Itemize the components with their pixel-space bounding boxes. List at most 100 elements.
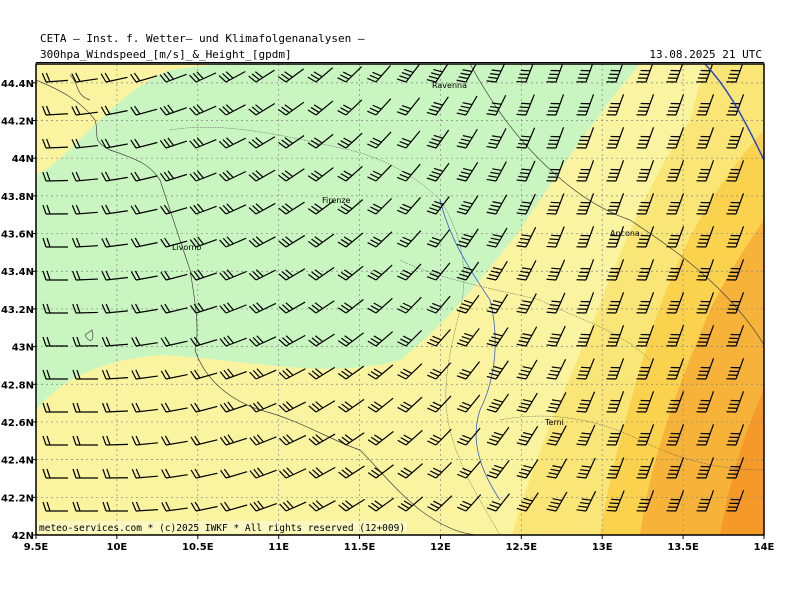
wind-barb [42, 435, 68, 446]
wind-barb [367, 98, 392, 116]
wind-barb [278, 168, 305, 182]
wind-barb [606, 127, 625, 149]
wind-barb [71, 204, 98, 215]
wind-barb [101, 204, 128, 215]
wind-barb [576, 226, 595, 248]
wind-barb [606, 358, 625, 380]
wind-barb [278, 234, 306, 248]
wind-barb [218, 137, 246, 149]
lat-tick-label: 43.2N [1, 305, 34, 316]
wind-barb [72, 270, 99, 281]
wind-barb [606, 424, 625, 446]
wind-barb [636, 193, 655, 215]
map-frame [35, 63, 765, 536]
wind-barb [546, 425, 567, 446]
wind-barb [131, 369, 158, 380]
wind-barb [516, 260, 537, 281]
wind-barb [486, 426, 510, 446]
wind-barb [456, 261, 480, 281]
wind-barb [636, 490, 655, 512]
wind-barb [159, 170, 188, 182]
wind-barb [486, 260, 508, 281]
wind-barb [220, 468, 248, 479]
wind-barb [426, 262, 451, 281]
product-title: 300hpa_Windspeed_[m/s]_&_Height_[gpdm] [40, 48, 292, 61]
wind-barb [666, 259, 685, 281]
wind-barb [576, 424, 596, 446]
wind-barb [308, 300, 335, 314]
wind-barb [397, 496, 424, 512]
wind-barb [636, 259, 655, 281]
wind-barb [726, 127, 745, 149]
wind-barb [248, 102, 276, 116]
wind-barb [726, 490, 745, 512]
wind-barb [576, 325, 595, 347]
wind-barb [131, 402, 158, 413]
wind-barb [636, 64, 654, 83]
wind-barb [726, 358, 745, 380]
wind-barb [726, 424, 745, 446]
city-ravenna: Ravenna [432, 81, 467, 90]
wind-barb [367, 464, 394, 479]
wind-barb [42, 369, 68, 380]
city-ancona: Ancona [610, 229, 640, 238]
lat-tick-label: 42.4N [1, 456, 34, 467]
wind-barb [666, 490, 685, 512]
wind-barb [696, 424, 715, 446]
wind-barb [161, 501, 188, 512]
wind-barb [278, 134, 305, 149]
wind-barb [102, 435, 129, 446]
wind-barb [397, 296, 422, 314]
wind-barb [218, 104, 246, 116]
wind-barb [337, 332, 364, 347]
wind-barb [486, 64, 506, 83]
wind-barb [427, 362, 452, 380]
wind-barb [427, 395, 452, 413]
coastline [36, 64, 764, 535]
wind-barb [102, 468, 129, 479]
wind-barb [636, 325, 655, 347]
wind-barb [456, 294, 480, 314]
lat-tick-label: 44.4N [1, 79, 34, 90]
wind-barb [456, 195, 479, 215]
wind-barb [666, 457, 685, 479]
wind-barb [71, 171, 98, 182]
wind-barb [456, 162, 479, 182]
wind-barb [308, 333, 335, 347]
lon-tick-label: 14E [754, 542, 775, 553]
lat-tick-label: 43N [12, 343, 34, 354]
wind-barb [726, 259, 745, 281]
wind-barb [72, 303, 99, 314]
wind-barb [367, 364, 394, 380]
wind-barb [486, 161, 507, 182]
river [439, 199, 501, 501]
wind-barb [456, 228, 479, 248]
wind-barb [726, 160, 745, 182]
wind-barb [546, 127, 565, 149]
wind-barb [308, 266, 335, 281]
lat-tick-label: 42.6N [1, 418, 34, 429]
wind-barb [486, 360, 509, 380]
wind-barb [696, 193, 715, 215]
wind-barb [278, 368, 306, 380]
wind-barb [189, 71, 217, 83]
wind-barb [190, 468, 218, 479]
wind-barb [726, 292, 745, 314]
wind-barb [160, 402, 188, 413]
wind-barb [606, 94, 625, 116]
header-divider [36, 62, 764, 63]
wind-barb [636, 160, 655, 182]
wind-barb [516, 226, 537, 248]
wind-barb [576, 292, 595, 314]
wind-barb [307, 233, 335, 248]
wind-barb [42, 468, 68, 479]
wind-barb [189, 137, 217, 149]
wind-barb [546, 392, 567, 413]
wind-barb [337, 165, 363, 182]
wind-barb [72, 402, 98, 413]
wind-barb [726, 325, 745, 347]
wind-barb [42, 402, 68, 413]
wind-barb [279, 467, 307, 479]
wind-barb [426, 229, 451, 248]
